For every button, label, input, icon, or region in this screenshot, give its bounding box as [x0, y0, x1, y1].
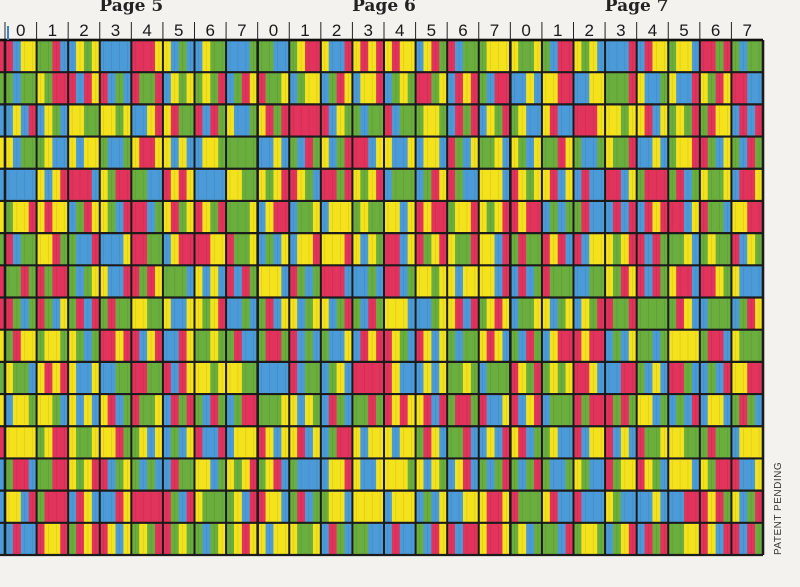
column-number: 4	[648, 21, 657, 40]
column-number: 6	[458, 21, 467, 40]
column-number: 1	[48, 21, 57, 40]
color-grid	[0, 40, 763, 555]
column-number: 2	[79, 21, 88, 40]
column-number: 6	[711, 21, 720, 40]
column-number: 7	[237, 21, 246, 40]
column-number: 4	[395, 21, 404, 40]
page-label: Page 6	[352, 0, 416, 16]
column-number: 1	[553, 21, 562, 40]
column-number: 3	[616, 21, 625, 40]
column-number: 6	[206, 21, 215, 40]
column-number: 1	[300, 21, 309, 40]
patent-text: PATENT PENDING	[773, 462, 784, 555]
column-number: 3	[111, 21, 120, 40]
column-number: 2	[585, 21, 594, 40]
page-label: Page 7	[605, 0, 669, 16]
page-label: Page 5	[99, 0, 163, 16]
column-number: 3	[363, 21, 372, 40]
column-number: 2	[332, 21, 341, 40]
code-sheet: Page 5 0 1 2 3 4 5 6 7 Page 6 0 1 2 3 4 5 6 7 Page 7 0 1 2 3 4 5…	[0, 0, 800, 587]
column-number: 5	[174, 21, 183, 40]
column-number: 4	[142, 21, 151, 40]
column-number: 5	[427, 21, 436, 40]
column-number: 5	[679, 21, 688, 40]
column-number: 7	[742, 21, 751, 40]
column-number: 0	[16, 21, 25, 40]
column-number: 0	[269, 21, 278, 40]
column-number: 7	[490, 21, 499, 40]
column-number: 0	[521, 21, 530, 40]
